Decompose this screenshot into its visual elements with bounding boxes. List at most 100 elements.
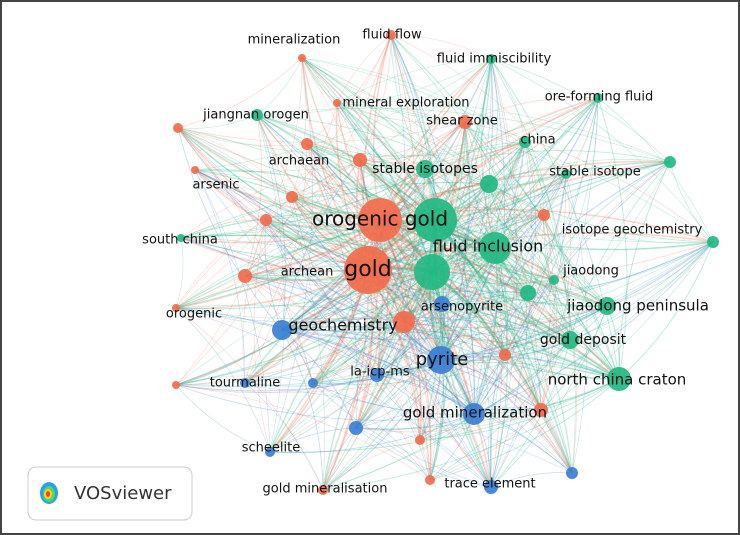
- edge: [359, 159, 573, 474]
- edge: [175, 219, 267, 309]
- node: [318, 485, 328, 495]
- edge: [180, 237, 475, 415]
- edge: [379, 219, 542, 411]
- edge: [431, 97, 599, 273]
- edge: [403, 305, 608, 329]
- edge: [180, 97, 599, 239]
- edge: [553, 97, 599, 281]
- edge: [306, 141, 526, 157]
- edge: [180, 168, 426, 239]
- edge: [473, 247, 498, 415]
- edge: [543, 97, 599, 216]
- edge: [281, 97, 599, 331]
- edge: [281, 214, 545, 331]
- node: [499, 349, 511, 361]
- edge: [473, 279, 555, 415]
- edge: [194, 169, 492, 488]
- edge: [175, 241, 714, 386]
- edge: [177, 127, 442, 361]
- edge: [524, 141, 571, 341]
- node-label: china: [520, 133, 555, 148]
- edge: [490, 58, 671, 163]
- edge: [359, 159, 506, 356]
- edge: [403, 321, 422, 441]
- edge: [281, 329, 475, 415]
- edge: [494, 161, 671, 249]
- edge: [390, 34, 496, 249]
- edge: [301, 57, 369, 271]
- edge: [312, 382, 492, 488]
- edge: [376, 305, 608, 376]
- edge: [269, 378, 620, 453]
- logo-box[interactable]: VOSviewer: [27, 466, 193, 521]
- edge: [281, 58, 492, 331]
- edge: [322, 241, 714, 491]
- edge: [440, 355, 620, 380]
- edge: [372, 34, 392, 221]
- edge: [265, 182, 490, 221]
- edge: [434, 161, 671, 221]
- node-label: trace element: [444, 477, 535, 492]
- edge: [281, 290, 529, 331]
- edge: [543, 214, 620, 380]
- edge: [464, 121, 503, 488]
- edge: [419, 183, 490, 441]
- edge: [177, 127, 529, 294]
- node: [479, 232, 511, 264]
- edge: [440, 161, 671, 361]
- edge: [419, 378, 620, 441]
- edge: [244, 159, 361, 384]
- edge: [618, 241, 714, 380]
- edge: [440, 241, 714, 361]
- edge: [281, 328, 442, 361]
- edge: [244, 143, 308, 384]
- edge: [269, 413, 475, 454]
- edge: [306, 143, 442, 361]
- edge: [175, 384, 431, 481]
- edge: [175, 275, 246, 309]
- node: [561, 169, 571, 179]
- edge: [434, 219, 542, 411]
- edge: [256, 114, 492, 488]
- edge: [242, 219, 267, 384]
- edge: [177, 127, 283, 331]
- node: [538, 209, 550, 221]
- edge: [177, 127, 526, 157]
- edge: [269, 58, 492, 453]
- edge: [390, 34, 445, 361]
- logo-frame: [27, 466, 193, 521]
- node-label: geochemistry: [288, 316, 397, 335]
- edge: [322, 247, 496, 491]
- edge: [269, 57, 313, 453]
- edge: [312, 292, 529, 384]
- node: [434, 296, 450, 312]
- edge: [336, 102, 490, 185]
- edge: [504, 173, 567, 356]
- edge: [175, 269, 369, 310]
- edge: [244, 247, 496, 384]
- edge: [376, 374, 431, 481]
- edge: [490, 339, 571, 488]
- edge: [175, 375, 314, 386]
- edge: [367, 269, 573, 474]
- edge: [244, 275, 431, 481]
- edge: [244, 219, 381, 384]
- edge: [244, 275, 475, 415]
- edge: [434, 219, 620, 380]
- edge: [322, 141, 526, 491]
- edge: [265, 219, 620, 380]
- edge: [175, 219, 267, 386]
- edge: [301, 57, 426, 170]
- edge: [390, 34, 436, 221]
- edge: [180, 159, 361, 239]
- edge: [524, 141, 537, 294]
- edge: [244, 102, 338, 277]
- edge: [301, 57, 421, 441]
- edge: [256, 107, 671, 163]
- edge: [194, 169, 442, 361]
- edge: [431, 121, 466, 273]
- edge: [473, 378, 620, 415]
- node: [519, 136, 531, 148]
- node: [353, 153, 367, 167]
- edge: [390, 34, 426, 170]
